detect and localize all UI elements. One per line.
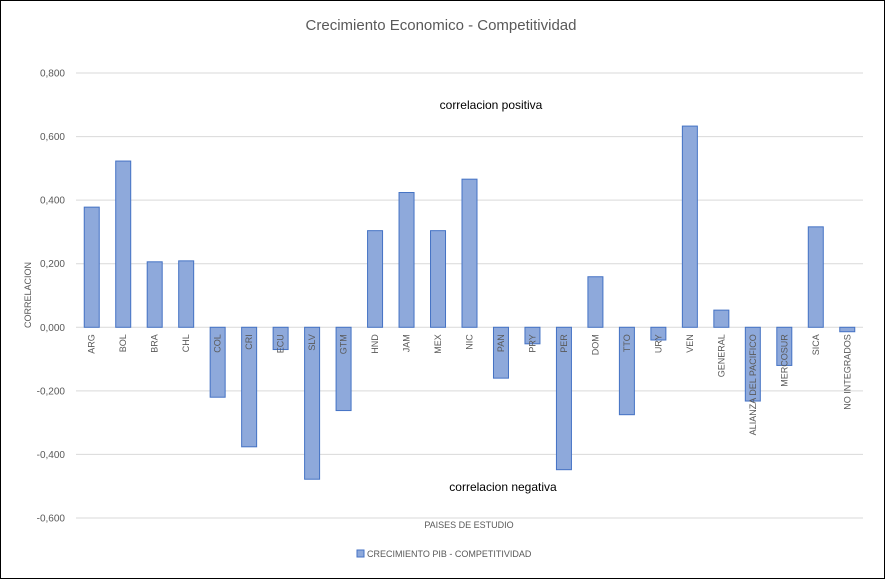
y-tick-label: 0,200 [40, 259, 65, 270]
x-tick-label: PRY [527, 334, 537, 352]
x-tick-label: MERCOSUR [779, 334, 789, 387]
bar-jam [398, 192, 415, 328]
annotation-negative: correlacion negativa [449, 480, 557, 494]
bar-arg [83, 206, 100, 328]
annotation-positive: correlacion positiva [440, 98, 543, 112]
x-tick-label: PAN [496, 334, 506, 352]
legend: CRECIMIENTO PIB - COMPETITIVIDAD [356, 549, 532, 559]
x-tick-label: CRI [244, 334, 254, 350]
x-tick-label: NIC [465, 334, 475, 350]
x-tick-label: GTM [339, 334, 349, 354]
y-tick-label: -0,400 [37, 450, 66, 461]
chart-title: Crecimiento Economico - Competitividad [306, 17, 577, 34]
x-axis-label: PAISES DE ESTUDIO [424, 520, 513, 530]
y-tick-label: -0,600 [37, 514, 66, 525]
x-tick-label: HND [370, 334, 380, 354]
bar-bra [146, 261, 163, 328]
bar-no-integrados [839, 326, 856, 333]
x-tick-label: URY [653, 334, 663, 353]
x-tick-label: COL [213, 334, 223, 353]
bar-alianza-del-pacifico [744, 326, 761, 402]
bar-hnd [367, 230, 384, 328]
y-tick-label: 0,600 [40, 132, 65, 143]
x-tick-label: VEN [685, 334, 695, 353]
x-tick-label: MEX [433, 334, 443, 354]
y-axis-label: CORRELACION [23, 262, 33, 328]
y-tick-label: 0,400 [40, 196, 65, 207]
bar-ven [681, 125, 698, 328]
y-tick-label: 0,800 [40, 69, 65, 80]
bar-ury [650, 326, 667, 341]
bar-dom [587, 276, 604, 328]
bars [83, 125, 856, 480]
x-tick-label: ECU [276, 334, 286, 353]
x-tick-label: SICA [811, 334, 821, 355]
y-tick-label: 0,000 [40, 323, 65, 334]
x-tick-label: JAM [402, 334, 412, 352]
legend-label: CRECIMIENTO PIB - COMPETITIVIDAD [367, 549, 532, 559]
x-tick-label: BRA [150, 334, 160, 353]
x-tick-label: PER [559, 334, 569, 353]
bar-per [555, 326, 572, 471]
bar-ecu [272, 326, 289, 351]
x-tick-label: CHL [181, 334, 191, 352]
bar-pan [492, 326, 509, 379]
x-tick-label: GENERAL [716, 334, 726, 377]
x-tick-label: TTO [622, 334, 632, 352]
bar-general [713, 309, 730, 328]
x-axis-ticks: ARG BOL BRA CHL COL CRI ECU SLV GTM HND JAM MEX NIC P… [87, 334, 853, 436]
bar-sica [807, 226, 824, 328]
bar-slv [304, 326, 321, 480]
bar-pry [524, 326, 541, 345]
bar-gtm [335, 326, 352, 412]
x-tick-label: SLV [307, 334, 317, 350]
x-tick-label: ARG [87, 334, 97, 354]
bar-bol [115, 160, 132, 328]
bar-nic [461, 178, 478, 328]
bar-cri [241, 326, 258, 448]
x-tick-label: NO INTEGRADOS [842, 334, 852, 410]
bar-col [209, 326, 226, 398]
x-tick-label: ALIANZA DEL PACIFICO [748, 334, 758, 435]
bar-mercosur [776, 326, 793, 366]
legend-swatch [356, 549, 365, 558]
x-tick-label: BOL [118, 334, 128, 352]
x-tick-label: DOM [590, 334, 600, 355]
bar-mex [430, 230, 447, 328]
bar-tto [618, 326, 635, 416]
y-axis-ticks: 0,800 0,600 0,400 0,200 0,000 -0,200 -0,400 -0,… [37, 69, 66, 525]
bar-chl [178, 260, 195, 328]
y-tick-label: -0,200 [37, 386, 66, 397]
